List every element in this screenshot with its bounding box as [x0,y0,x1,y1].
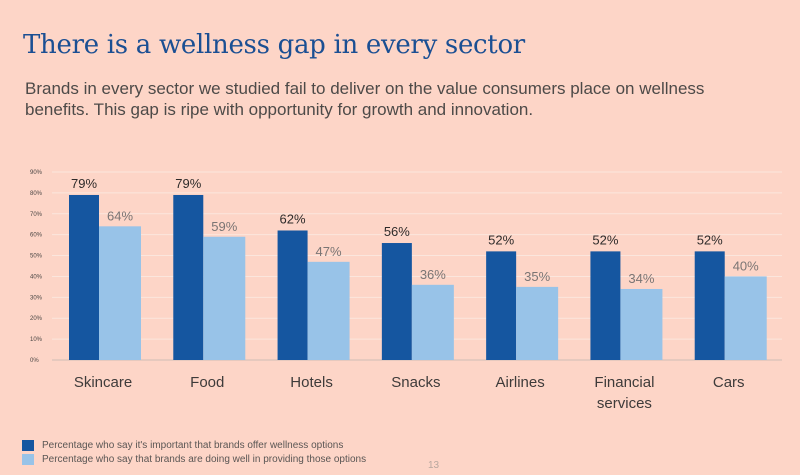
data-label-important: 62% [280,211,306,226]
chart-legend: Percentage who say it's important that b… [22,438,366,466]
legend-item-important: Percentage who say it's important that b… [22,438,366,452]
bar-important-cars [694,251,725,360]
legend-label-doing-well: Percentage who say that brands are doing… [42,453,367,465]
bar-important-snacks [381,243,412,360]
data-label-doing-well: 64% [107,208,133,223]
page-number: 13 [428,460,440,471]
legend-swatch-important [22,439,34,451]
x-category-label: Hotels [290,374,333,391]
data-label-important: 52% [488,232,514,247]
data-label-doing-well: 47% [316,244,342,259]
data-label-doing-well: 59% [211,219,237,234]
legend-label-important: Percentage who say it's important that b… [42,439,344,451]
x-category-label: services [597,395,652,412]
data-label-doing-well: 40% [733,258,759,273]
page-subtitle: Brands in every sector we studied fail t… [25,79,705,119]
data-label-doing-well: 36% [420,267,446,282]
x-category-label: Snacks [391,374,440,391]
y-tick-label: 50% [30,254,43,260]
bar-important-food [173,194,204,360]
bar-doing-well-food [203,236,246,360]
y-tick-label: 70% [30,212,43,218]
data-label-important: 52% [697,232,723,247]
bar-important-hotels [277,230,308,360]
x-category-label: Financial [594,374,654,391]
y-tick-label: 90% [30,170,43,176]
y-tick-label: 30% [30,295,43,301]
bar-doing-well-cars [724,276,767,360]
bar-doing-well-financial-services [620,288,663,360]
x-category-label: Airlines [496,374,545,391]
x-category-label: Food [190,374,224,391]
page-title: There is a wellness gap in every sector [23,30,525,60]
y-tick-label: 0% [30,358,39,364]
legend-item-doing-well: Percentage who say that brands are doing… [22,452,366,466]
y-tick-label: 80% [30,191,43,197]
bar-doing-well-hotels [307,261,350,360]
data-label-doing-well: 34% [628,271,654,286]
data-label-important: 56% [384,224,410,239]
x-category-label: Cars [713,374,745,391]
y-tick-label: 60% [30,233,43,239]
y-tick-label: 10% [30,337,43,343]
data-label-important: 79% [175,176,201,191]
data-label-doing-well: 35% [524,269,550,284]
bar-doing-well-skincare [99,226,141,360]
legend-swatch-doing-well [22,453,34,465]
data-label-important: 52% [592,232,618,247]
y-tick-label: 40% [30,274,43,280]
bar-important-airlines [486,251,517,360]
bar-important-skincare [69,194,99,360]
bar-doing-well-airlines [516,286,559,360]
bar-important-financial-services [590,251,621,360]
x-category-label: Skincare [74,374,132,391]
y-tick-label: 20% [30,316,43,322]
bar-doing-well-snacks [411,284,454,360]
data-label-important: 79% [71,176,97,191]
